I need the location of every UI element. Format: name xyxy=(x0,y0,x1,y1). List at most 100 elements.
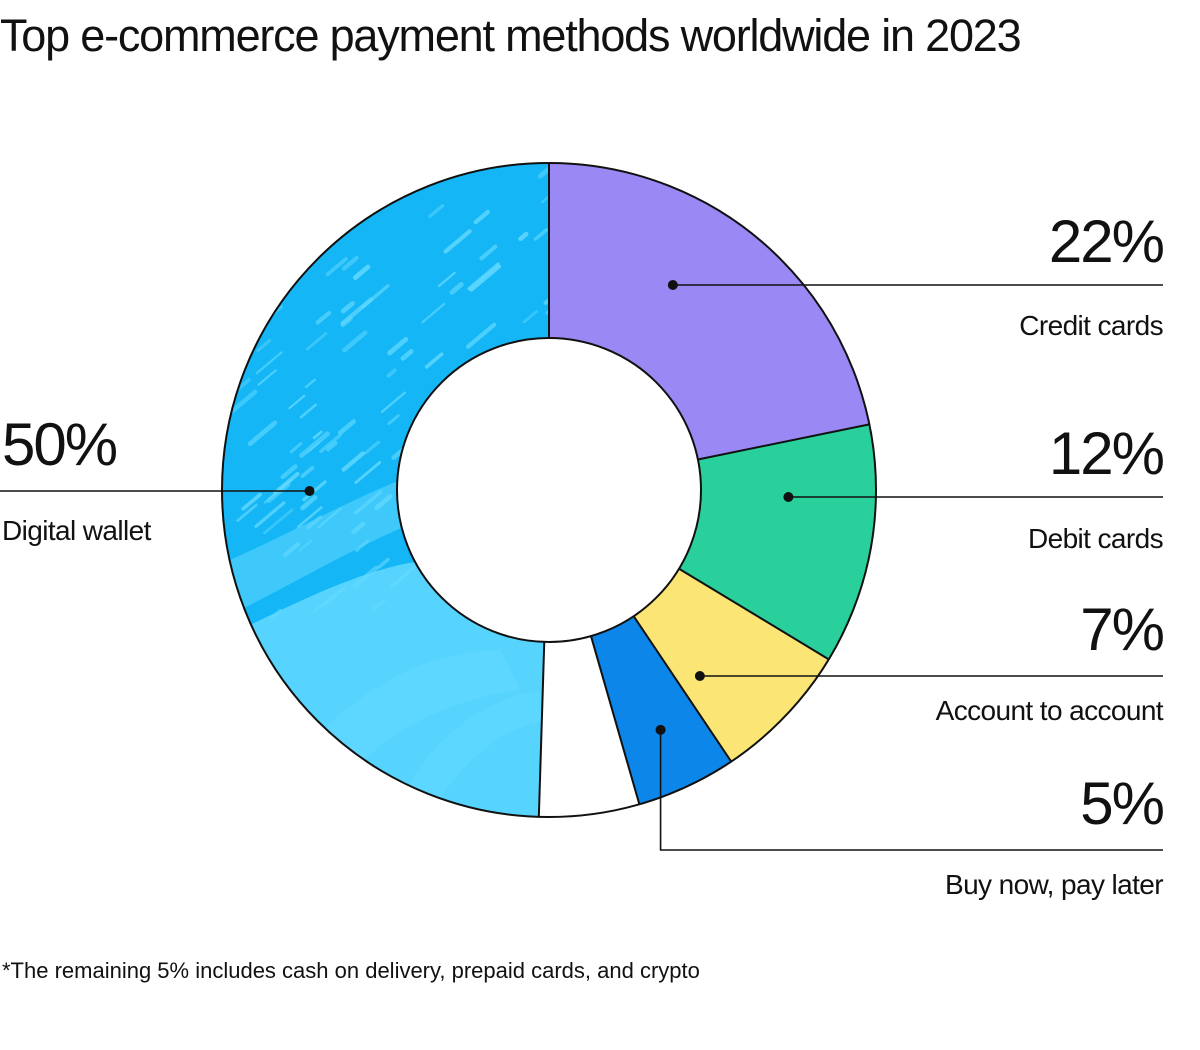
wallet-texture-stroke xyxy=(377,557,390,569)
wallet-texture-stroke xyxy=(386,368,397,378)
category-label-debit-cards: Debit cards xyxy=(1028,523,1163,554)
leader-dot-digital-wallet xyxy=(304,486,315,496)
value-label-account-to-account: 7% xyxy=(1080,596,1163,663)
wallet-texture-stroke xyxy=(240,264,262,283)
wallet-texture-stroke xyxy=(223,310,247,331)
wallet-texture-stroke xyxy=(389,163,413,177)
leader-dot-debit-cards xyxy=(783,492,794,502)
wallet-texture-stroke xyxy=(250,288,271,306)
category-label-digital-wallet: Digital wallet xyxy=(2,515,152,546)
wallet-texture-stroke xyxy=(316,144,338,164)
value-label-digital-wallet: 50% xyxy=(2,411,117,478)
wallet-texture-stroke xyxy=(428,204,445,218)
wallet-texture-stroke xyxy=(387,336,409,356)
slice-credit-cards xyxy=(549,163,870,460)
wallet-texture-stroke xyxy=(289,442,303,454)
leader-dot-buy-now-pay-later xyxy=(655,724,666,735)
wallet-texture-stroke xyxy=(387,414,400,426)
wallet-texture-stroke xyxy=(280,464,298,480)
wallet-texture-stroke xyxy=(326,441,338,452)
wallet-texture-stroke xyxy=(404,168,425,187)
value-label-debit-cards: 12% xyxy=(1049,420,1164,487)
wallet-texture-stroke xyxy=(306,515,323,530)
wallet-texture-stroke xyxy=(467,262,500,291)
wallet-texture-stroke xyxy=(341,255,359,271)
wallet-texture-stroke xyxy=(518,231,529,242)
wallet-texture-stroke xyxy=(257,369,277,386)
wallet-texture-stroke xyxy=(371,598,387,612)
wallet-texture-stroke xyxy=(349,185,372,205)
slice-remaining xyxy=(538,636,640,817)
slice-separator xyxy=(697,423,870,461)
wallet-texture-stroke xyxy=(469,264,502,292)
slice-account-to-account xyxy=(633,568,829,762)
wallet-texture-stroke xyxy=(355,539,370,552)
wallet-texture-stroke xyxy=(266,482,291,504)
wallet-texture-stroke xyxy=(336,188,362,211)
wallet-texture-stroke xyxy=(300,465,315,478)
wallet-texture-stroke xyxy=(270,608,283,620)
wallet-texture-stroke xyxy=(254,501,286,528)
wallet-texture-stroke xyxy=(424,352,444,369)
wallet-texture-stroke xyxy=(360,284,390,309)
wallet-texture-stroke xyxy=(225,207,244,224)
wallet-texture-stroke xyxy=(319,223,333,235)
wallet-texture-stroke xyxy=(241,492,262,511)
wallet-texture-stroke xyxy=(299,403,317,419)
wallet-texture-stroke xyxy=(341,451,365,472)
wallet-texture-stroke xyxy=(288,394,306,410)
wallet-texture-stroke xyxy=(307,441,321,453)
wallet-texture-stroke xyxy=(305,332,328,351)
wallet-texture-stroke xyxy=(479,244,498,261)
wallet-texture-stroke xyxy=(262,163,291,169)
slice-separator xyxy=(632,615,733,763)
slice-separator xyxy=(537,641,546,817)
wallet-texture-stroke xyxy=(353,490,382,515)
wallet-texture-stroke xyxy=(263,508,294,535)
footnote: *The remaining 5% includes cash on deliv… xyxy=(2,958,700,983)
wallet-texture-stroke xyxy=(236,503,258,522)
wallet-texture-stroke xyxy=(275,186,299,207)
wallet-texture-stroke xyxy=(449,282,464,295)
leader-line-buy-now-pay-later xyxy=(659,729,1163,851)
wallet-texture-stroke xyxy=(437,271,456,288)
wallet-texture-stroke xyxy=(390,565,416,588)
chart-title: Top e-commerce payment methods worldwide… xyxy=(0,10,1022,61)
wallet-texture-stroke xyxy=(473,209,490,225)
wallet-texture-stroke xyxy=(247,420,278,447)
wallet-texture-stroke xyxy=(256,338,272,353)
wallet-texture-stroke xyxy=(364,440,381,455)
wallet-texture-stroke xyxy=(312,595,333,613)
wallet-texture-stroke xyxy=(251,167,272,185)
wallet-texture-stroke xyxy=(255,351,283,375)
wallet-texture-stroke xyxy=(354,461,382,484)
wallet-texture-stroke xyxy=(443,229,472,254)
wallet-texture-stroke xyxy=(443,163,454,166)
wallet-texture-stroke xyxy=(352,565,379,589)
wallet-texture-stroke xyxy=(319,433,342,454)
wallet-texture-stroke xyxy=(465,322,497,349)
leader-dot-account-to-account xyxy=(694,671,705,681)
wallet-texture-stroke xyxy=(421,302,446,324)
wallet-texture-stroke xyxy=(277,219,291,232)
wallet-texture-stroke xyxy=(337,419,357,436)
category-label-credit-cards: Credit cards xyxy=(1019,310,1163,341)
wallet-texture-stroke xyxy=(537,163,549,179)
value-label-credit-cards: 22% xyxy=(1049,208,1164,275)
wallet-texture-stroke xyxy=(317,507,342,529)
wallet-texture-stroke xyxy=(315,310,332,325)
leader-dot-credit-cards xyxy=(667,280,678,290)
value-label-buy-now-pay-later: 5% xyxy=(1080,770,1163,837)
wallet-texture-stroke xyxy=(248,181,263,194)
slice-labels: 22% Credit cards 12% Debit cards 7% Account t… xyxy=(0,208,1166,900)
wallet-texture-stroke xyxy=(221,295,240,311)
wallet-texture-swirl xyxy=(400,690,545,815)
wallet-texture-stroke xyxy=(266,193,297,219)
wallet-texture-stroke xyxy=(320,208,333,220)
wallet-texture-stroke xyxy=(300,495,318,511)
wallet-texture-stroke xyxy=(312,430,323,440)
wallet-texture-stroke xyxy=(395,163,415,178)
wallet-texture-stroke xyxy=(228,389,258,415)
wallet-texture-stroke xyxy=(275,200,305,226)
